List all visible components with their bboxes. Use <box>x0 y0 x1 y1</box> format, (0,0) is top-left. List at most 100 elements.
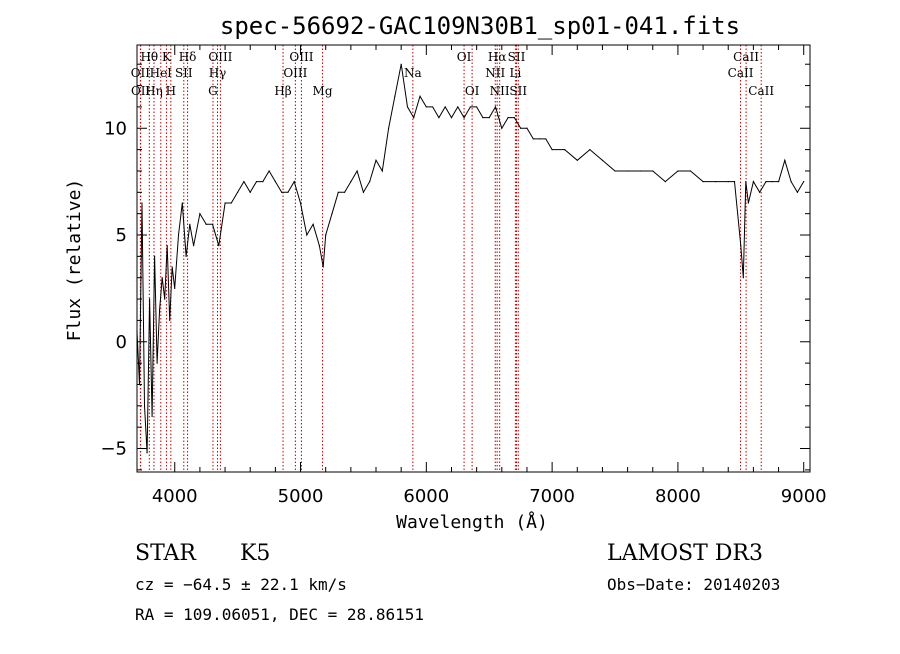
data-point-0-102 <box>777 181 780 183</box>
line-label-17: OI <box>457 50 472 64</box>
data-point-0-67 <box>482 116 484 119</box>
data-point-0-24 <box>218 245 220 247</box>
data-point-0-94 <box>740 245 742 247</box>
line-label-9: OIII <box>208 50 232 64</box>
series-group <box>136 63 805 454</box>
data-point-0-43 <box>331 213 333 215</box>
data-point-0-106 <box>803 181 805 183</box>
x-tick-label-4: 8000 <box>655 486 701 507</box>
data-point-0-34 <box>281 191 283 193</box>
line-label-2: OII <box>131 84 151 98</box>
data-point-0-2 <box>141 202 143 204</box>
survey-name: LAMOST DR3 <box>607 541 763 566</box>
object-subclass: K5 <box>240 541 270 566</box>
x-axis-label: Wavelength (Å) <box>396 511 548 533</box>
data-point-0-18 <box>185 255 187 257</box>
data-point-0-101 <box>771 181 773 183</box>
data-point-0-58 <box>425 106 427 108</box>
line-label-20: NII <box>485 66 505 80</box>
data-point-0-16 <box>177 234 180 236</box>
data-point-0-105 <box>796 191 799 193</box>
data-point-0-48 <box>362 191 365 193</box>
data-point-0-36 <box>293 181 295 183</box>
data-point-0-72 <box>513 116 515 119</box>
data-point-0-56 <box>413 116 415 119</box>
data-point-0-50 <box>375 159 377 161</box>
data-point-0-70 <box>501 127 503 129</box>
y-tick-label-0: −5 <box>100 439 127 460</box>
data-point-0-42 <box>325 234 327 236</box>
line-label-16: Na <box>404 66 422 80</box>
data-point-0-46 <box>350 181 352 183</box>
line-label-6: H <box>166 84 176 98</box>
data-point-0-100 <box>765 181 767 183</box>
data-point-0-104 <box>790 181 792 183</box>
data-point-0-32 <box>268 170 270 172</box>
data-point-0-49 <box>369 181 371 183</box>
data-point-0-91 <box>715 181 717 183</box>
line-label-8: Hδ <box>179 50 197 64</box>
line-label-27: CaII <box>748 84 774 98</box>
data-point-0-59 <box>432 106 434 108</box>
data-point-0-3 <box>143 405 146 407</box>
line-label-12: Hβ <box>274 84 291 98</box>
y-tick-label-3: 10 <box>104 118 127 139</box>
redshift-cz: cz = −64.5 ± 22.1 km/s <box>135 575 347 594</box>
data-point-0-81 <box>589 149 591 151</box>
data-point-0-7 <box>154 255 156 257</box>
data-point-0-37 <box>299 202 302 204</box>
data-point-0-63 <box>457 106 459 108</box>
data-point-0-62 <box>450 116 453 119</box>
data-point-0-10 <box>161 277 163 279</box>
data-point-0-83 <box>614 170 616 172</box>
line-label-18: OI <box>465 84 480 98</box>
line-label-3: Hη <box>145 84 163 98</box>
data-point-0-17 <box>181 202 183 204</box>
chart-title: spec-56692-GAC109N30B1_sp01-041.fits <box>220 12 740 40</box>
data-point-0-27 <box>237 191 239 193</box>
line-label-4: HeI <box>150 66 173 80</box>
emission-line-markers <box>139 45 762 472</box>
data-point-0-95 <box>742 277 744 279</box>
line-label-10: Hγ <box>209 66 227 80</box>
x-tick-label-3: 7000 <box>529 486 575 507</box>
data-point-0-44 <box>337 191 339 193</box>
line-label-23: Li <box>509 66 521 80</box>
data-point-0-85 <box>639 170 641 172</box>
data-point-0-68 <box>488 116 490 119</box>
series-line-0 <box>136 64 805 453</box>
data-point-0-9 <box>159 309 161 311</box>
y-tick-label-2: 5 <box>116 225 127 246</box>
data-point-0-25 <box>224 202 226 204</box>
data-point-0-4 <box>146 452 148 454</box>
data-point-0-11 <box>164 298 166 300</box>
axis-ticks: 4000 5000 6000 7000 8000 9000 −5 0 5 10 <box>100 45 827 507</box>
data-point-0-12 <box>166 245 168 247</box>
line-label-19: Hα <box>488 50 507 64</box>
data-point-0-33 <box>274 181 276 183</box>
data-point-0-8 <box>156 362 158 364</box>
data-point-0-82 <box>601 159 604 161</box>
line-label-11: G <box>208 84 218 98</box>
data-point-0-45 <box>343 191 346 193</box>
data-point-0-69 <box>494 106 497 108</box>
data-point-0-19 <box>189 223 191 225</box>
data-point-0-23 <box>211 223 214 225</box>
obs-date: Obs−Date: 20140203 <box>607 575 780 594</box>
line-label-14: OIII <box>283 66 307 80</box>
data-point-0-64 <box>463 116 465 119</box>
x-tick-label-0: 4000 <box>152 486 198 507</box>
data-point-0-13 <box>169 319 171 322</box>
data-point-0-26 <box>230 202 232 204</box>
data-point-0-54 <box>400 63 402 65</box>
data-point-0-96 <box>745 181 747 183</box>
y-axis-label: Flux (relative) <box>64 179 85 342</box>
data-point-0-29 <box>249 191 251 193</box>
data-point-0-21 <box>199 213 201 215</box>
data-point-0-14 <box>171 266 173 268</box>
line-label-22: SII <box>508 50 526 64</box>
data-point-0-71 <box>507 116 509 119</box>
data-point-0-51 <box>381 170 383 172</box>
data-point-0-5 <box>148 298 151 300</box>
